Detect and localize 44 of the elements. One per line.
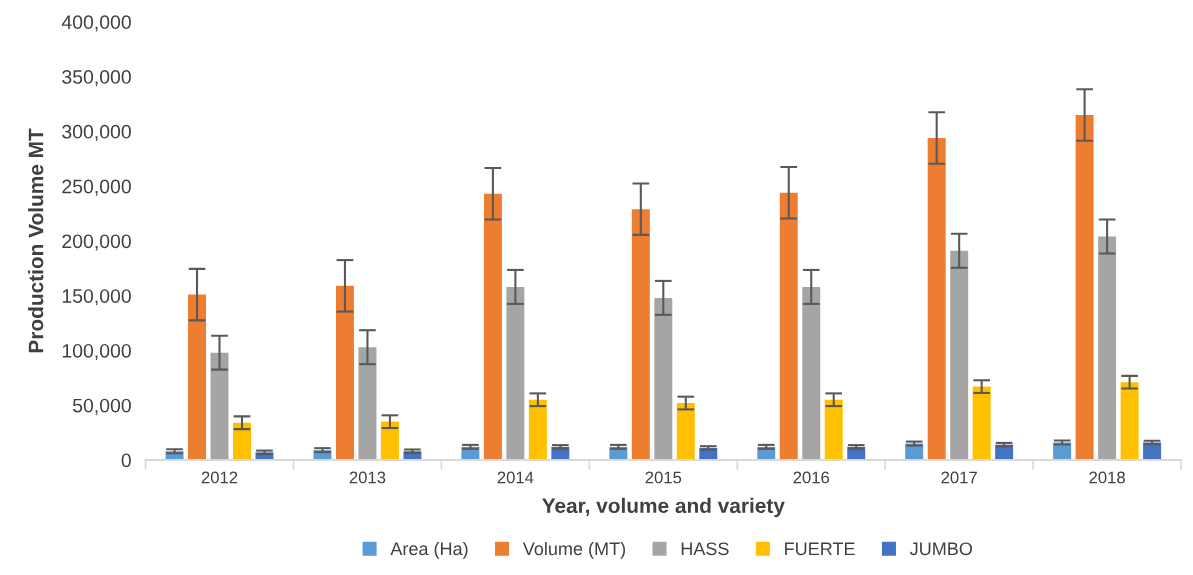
bar — [927, 137, 946, 460]
y-tick-label: 150,000 — [62, 289, 131, 306]
bar — [654, 297, 673, 460]
x-axis-title: Year, volume and variety — [542, 497, 785, 518]
y-tick-label: 300,000 — [62, 124, 131, 141]
bar — [802, 286, 821, 460]
bar — [1098, 236, 1117, 460]
y-tick-label: 100,000 — [62, 343, 131, 360]
bar — [779, 192, 798, 460]
bar — [1120, 382, 1139, 460]
bar — [528, 399, 547, 460]
x-tick-label: 2012 — [201, 471, 238, 484]
y-tick-label: 0 — [121, 453, 131, 468]
bar — [188, 294, 207, 460]
y-tick-label: 350,000 — [62, 70, 131, 87]
x-tick-label: 2016 — [793, 471, 830, 484]
x-tick-label: 2017 — [941, 471, 977, 484]
bar — [210, 352, 229, 460]
y-tick-label: 250,000 — [62, 179, 131, 196]
bar — [358, 347, 377, 460]
legend-label: JUMBO — [909, 542, 973, 556]
legend-label: Volume (MT) — [522, 541, 625, 559]
bar — [972, 386, 991, 460]
y-tick-label: 50,000 — [72, 398, 131, 415]
bar — [631, 209, 650, 460]
y-tick-label: 400,000 — [61, 15, 131, 32]
y-tick-label: 200,000 — [62, 234, 131, 251]
x-tick-label: 2014 — [497, 471, 534, 484]
legend-label: HASS — [681, 542, 729, 556]
x-tick-label: 2015 — [645, 471, 682, 484]
x-tick-label: 2013 — [349, 471, 386, 484]
y-axis-title: Production Volume MT — [28, 128, 44, 353]
bar — [676, 403, 695, 460]
legend-label: Area (Ha) — [390, 541, 468, 559]
bar — [506, 286, 525, 460]
bar — [380, 421, 399, 460]
bar — [233, 422, 251, 460]
legend-label: FUERTE — [785, 542, 855, 556]
x-tick-label: 2018 — [1089, 471, 1125, 484]
bar — [335, 285, 354, 460]
bar — [483, 193, 502, 460]
bar — [824, 399, 843, 460]
bar — [1075, 114, 1094, 460]
bar — [950, 250, 969, 460]
